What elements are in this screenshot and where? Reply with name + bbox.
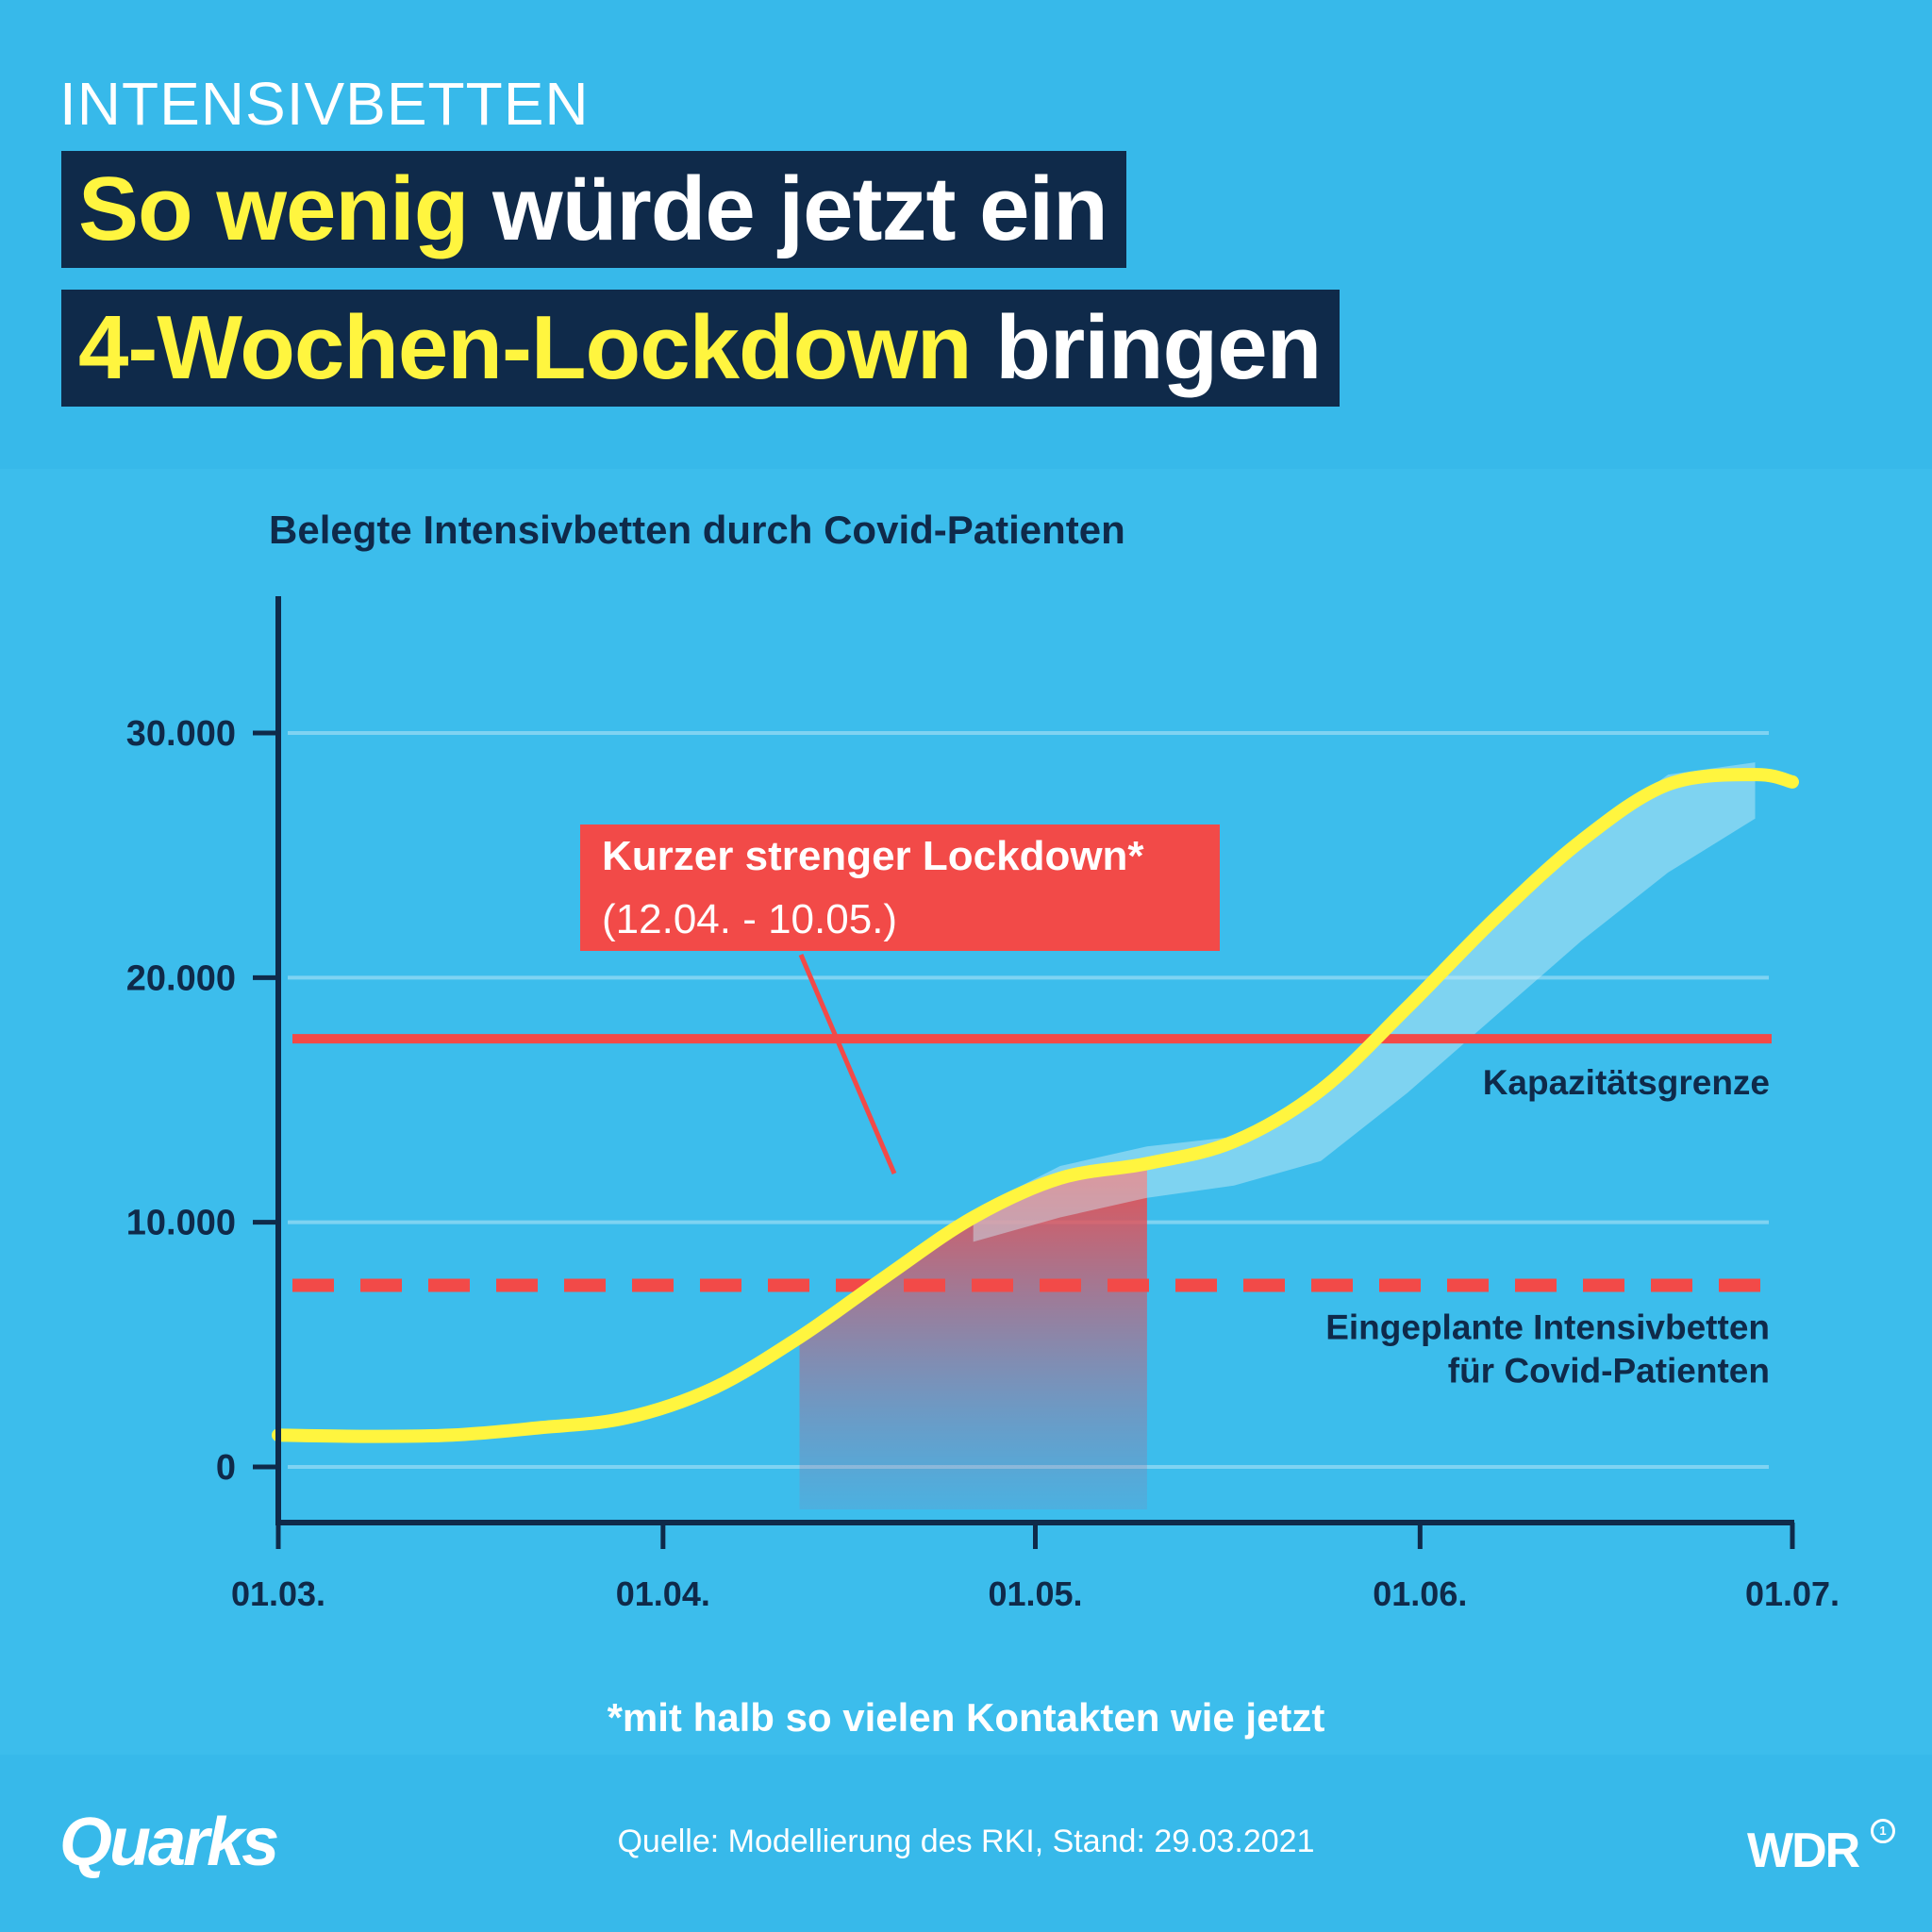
x-tick-label-4: 01.07. — [1745, 1574, 1840, 1613]
tick-labels: 0 10.000 20.000 30.000 01.03. 01.04. 01.05. 01.… — [126, 714, 1840, 1613]
reference-label-capacity: Kapazitätsgrenze — [1483, 1063, 1770, 1102]
x-tick-label-2: 01.05. — [988, 1574, 1082, 1613]
lockdown-annotation-dates: (12.04. - 10.05.) — [602, 896, 898, 942]
reference-label-planned-1: für Covid-Patienten — [1448, 1352, 1770, 1391]
lockdown-annotation-title: Kurzer strenger Lockdown* — [602, 833, 1144, 879]
footnote: *mit halb so vielen Kontakten wie jetzt — [607, 1695, 1325, 1740]
annotation-pointer — [798, 954, 897, 1174]
title-line-2-rest: bringen — [995, 297, 1322, 398]
footer-background — [0, 1755, 1932, 1932]
title-line-2: 4-Wochen-Lockdown bringen — [61, 290, 1341, 407]
title-line-1: So wenig würde jetzt ein — [61, 151, 1126, 268]
source-note: Quelle: Modellierung des RKI, Stand: 29.… — [617, 1824, 1315, 1859]
chart-title: Belegte Intensivbetten durch Covid-Patie… — [269, 508, 1125, 552]
lockdown-period — [799, 1163, 1147, 1509]
wdr-logo: WDR — [1747, 1824, 1860, 1878]
y-tick-label-2: 20.000 — [126, 958, 236, 998]
y-tick-label-3: 30.000 — [126, 714, 236, 754]
scenario-band-area — [973, 762, 1756, 1242]
title-line-1-rest: würde jetzt ein — [492, 158, 1108, 259]
x-tick-label-1: 01.04. — [616, 1574, 710, 1613]
x-tick-label-3: 01.06. — [1373, 1574, 1467, 1613]
axes — [253, 596, 1795, 1549]
lockdown-annotation-box — [580, 824, 1220, 951]
quarks-logo: Quarks — [59, 1805, 279, 1880]
chart-background — [0, 469, 1932, 1932]
reference-label-planned-0: Eingeplante Intensivbetten — [1325, 1308, 1770, 1347]
kicker: INTENSIVBETTEN — [59, 70, 590, 138]
y-tick-label-0: 0 — [216, 1448, 236, 1488]
x-tick-label-0: 01.03. — [231, 1574, 325, 1613]
scenario-band — [973, 762, 1756, 1242]
y-tick-label-1: 10.000 — [126, 1204, 236, 1243]
series-lines — [272, 768, 1799, 1443]
series-line-occupied-beds — [272, 768, 1799, 1443]
wdr-one-mark: 1 — [1871, 1819, 1895, 1843]
reference-labels: Kapazitätsgrenze Eingeplante Intensivbett… — [1325, 1063, 1770, 1390]
title-line-1-highlight: So wenig — [78, 158, 469, 259]
title-line-2-highlight: 4-Wochen-Lockdown — [78, 297, 973, 398]
reference-lines — [292, 1034, 1772, 1292]
lockdown-shaded-area — [799, 1163, 1147, 1509]
